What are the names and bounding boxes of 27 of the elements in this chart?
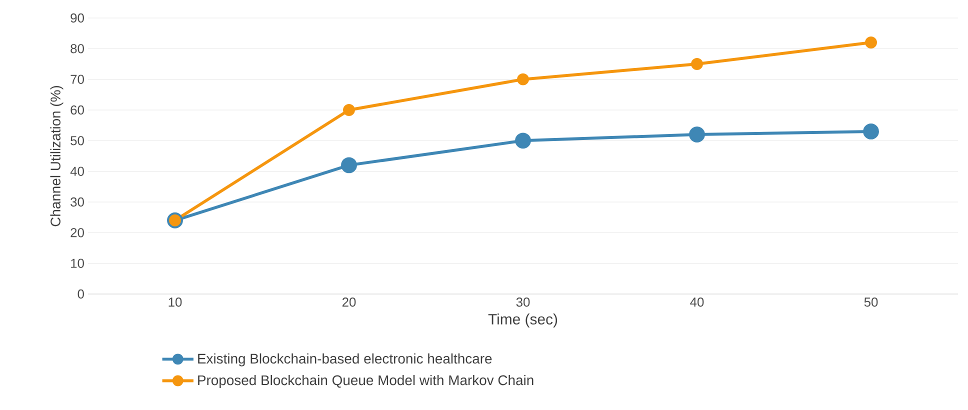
x-axis-title: Time (sec) [488,314,558,328]
legend-label: Proposed Blockchain Queue Model with Markov Chain [198,374,534,388]
x-tick-label: 50 [864,298,878,307]
y-tick-label: 10 [71,258,84,268]
point [863,123,879,140]
y-tick-label: 50 [70,136,84,146]
point [689,126,705,143]
y-tick-label: 60 [70,105,84,115]
point [517,73,529,86]
y-axis-title: Channel Utilization (%) [50,86,64,226]
y-tick-label: 30 [70,197,84,207]
legend-label: Existing Blockchain-based electronic healthcare [198,353,492,366]
y-tick-label: 90 [70,13,84,23]
point [343,104,355,116]
point [865,36,877,49]
y-tick-label: 80 [70,44,84,54]
x-tick-label: 30 [516,298,530,307]
y-tick-label: 0 [78,289,84,299]
point [691,58,703,70]
y-tick-label: 20 [70,228,84,238]
x-tick-label: 40 [690,298,704,307]
point [515,132,531,149]
point [341,157,357,174]
x-tick-label: 20 [342,298,356,307]
y-tick-label: 40 [70,166,84,176]
x-tick-label: 10 [168,298,182,307]
y-tick-label: 70 [70,74,84,84]
